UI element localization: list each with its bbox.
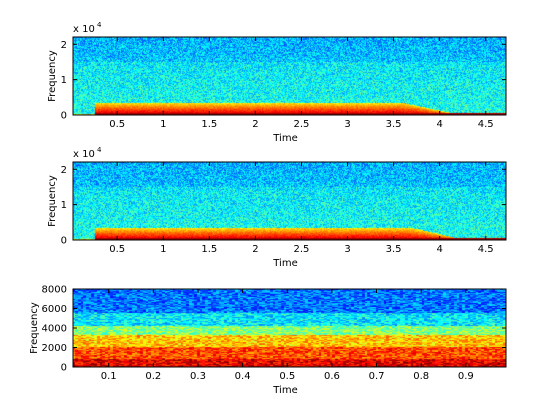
x-tick-label: 2.5 [294, 119, 310, 130]
x-tick-label: 0.1 [101, 371, 117, 382]
x-tick-label: 0.3 [190, 371, 206, 382]
x-tick-label: 3 [344, 119, 350, 130]
spectrogram-heatmap [73, 162, 506, 240]
y-tick-label: 0 [61, 111, 67, 122]
x-tick-label: 0.5 [109, 244, 125, 255]
y-tick-label: 1 [61, 75, 67, 86]
y-tick-label: 8000 [42, 285, 67, 296]
y-axis-label: Frequency [47, 50, 58, 102]
y-exponent-label: x 10 [73, 149, 95, 160]
y-exponent-label: x 10 [73, 24, 95, 35]
x-tick-label: 2 [252, 119, 258, 130]
x-tick-label: 0.7 [369, 371, 385, 382]
y-tick-label: 0 [61, 236, 67, 247]
x-tick-label: 0.6 [324, 371, 340, 382]
y-tick-label: 0 [61, 363, 67, 374]
x-tick-label: 1 [160, 244, 166, 255]
x-tick-label: 0.5 [109, 119, 125, 130]
x-tick-label: 0.9 [458, 371, 474, 382]
x-tick-label: 4 [436, 119, 442, 130]
x-axis-label: Time [272, 133, 297, 144]
x-tick-label: 0.2 [145, 371, 161, 382]
x-tick-label: 1 [160, 119, 166, 130]
y-tick-label: 2 [61, 165, 67, 176]
axes-frame [72, 36, 507, 116]
spectrogram-heatmap [73, 289, 506, 367]
x-tick-label: 1.5 [201, 119, 217, 130]
x-axis-label: Time [272, 385, 297, 396]
y-exponent-power: 4 [97, 21, 102, 29]
x-tick-label: 0.5 [279, 371, 295, 382]
y-exponent-power: 4 [97, 146, 102, 154]
x-tick-label: 4.5 [478, 244, 494, 255]
x-tick-label: 2 [252, 244, 258, 255]
x-tick-label: 4.5 [478, 119, 494, 130]
x-tick-label: 3.5 [386, 244, 402, 255]
y-tick-label: 2 [61, 40, 67, 51]
x-tick-label: 3 [344, 244, 350, 255]
x-tick-label: 2.5 [294, 244, 310, 255]
y-tick-label: 1 [61, 200, 67, 211]
x-tick-label: 1.5 [201, 244, 217, 255]
y-axis-label: Frequency [47, 175, 58, 227]
x-axis-label: Time [272, 258, 297, 269]
spectrogram-panel-3: 0.1 0.2 0.3 0.4 0.5 0.6 0.7 0.8 0.9 0 2000 4000 6000… [29, 285, 507, 396]
x-tick-label: 3.5 [386, 119, 402, 130]
spectrogram-heatmap [73, 37, 506, 115]
x-tick-label: 4 [436, 244, 442, 255]
y-tick-label: 2000 [42, 343, 67, 354]
x-tick-label: 0.8 [413, 371, 429, 382]
y-tick-label: 4000 [42, 324, 67, 335]
axes-frame [72, 161, 507, 241]
x-tick-label: 0.4 [235, 371, 251, 382]
y-tick-label: 6000 [42, 304, 67, 315]
y-axis-label: Frequency [29, 302, 40, 354]
